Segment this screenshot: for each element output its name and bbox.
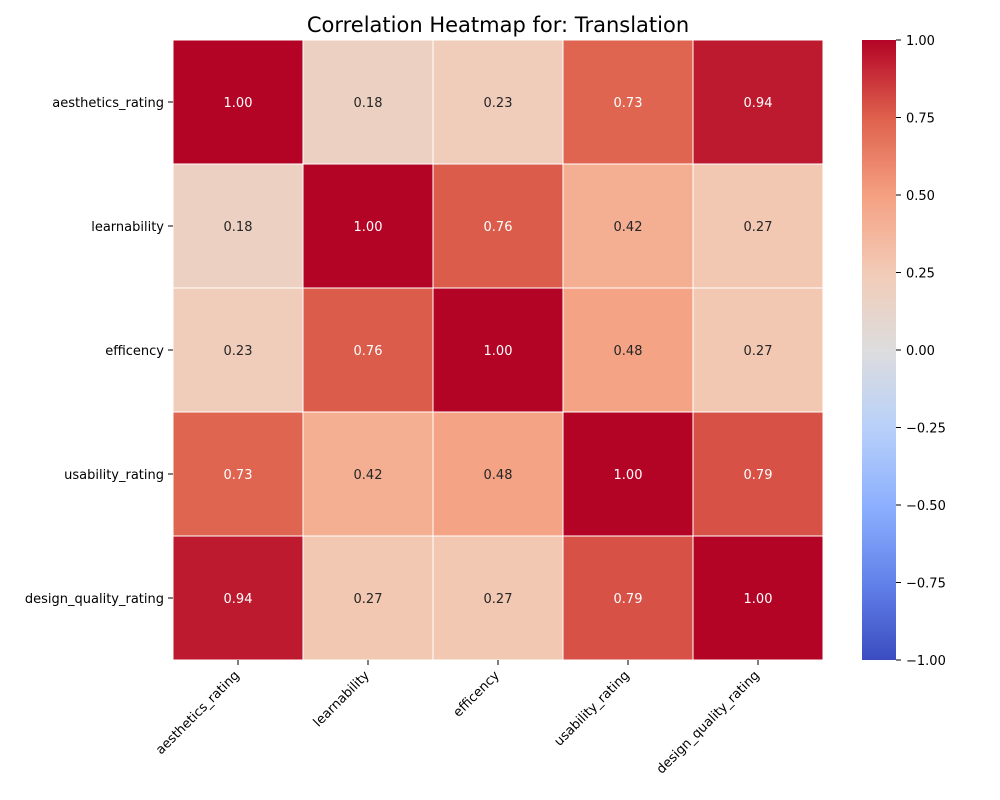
heatmap-cell [302,287,434,413]
cell-value-label: 1.00 [354,220,383,235]
heatmap-cell [302,535,434,661]
cell-value-label: 0.76 [354,344,383,359]
colorbar-tick-label: −0.50 [906,499,946,514]
cell-value-label: 1.00 [744,592,773,607]
colorbar-tick-label: 1.00 [906,34,935,49]
heatmap-cell [172,163,304,289]
colorbar-tick-label: 0.00 [906,344,935,359]
cell-value-label: 0.27 [484,592,513,607]
heatmap-cell [432,163,564,289]
cell-value-label: 1.00 [614,468,643,483]
heatmap-cell [692,411,824,537]
chart-title: Correlation Heatmap for: Translation [307,13,689,37]
heatmap-cell [562,39,694,165]
column-label: aesthetics_rating [153,668,243,758]
cell-value-label: 1.00 [224,96,253,111]
column-label: design_quality_rating [654,668,763,777]
cell-value-label: 0.18 [354,96,383,111]
cell-value-label: 0.23 [224,344,253,359]
cell-value-label: 0.27 [744,220,773,235]
heatmap-cell [692,535,824,661]
colorbar-gradient [862,40,896,660]
row-labels: aesthetics_rating learnability efficency us… [25,96,173,607]
column-label: learnability [311,668,373,730]
heatmap-cells: 1.00 0.18 0.23 0.73 0.94 0.18 1.00 0.76 0.42 0.27… [172,39,824,661]
column-label: efficency [451,668,503,720]
heatmap-cell [302,39,434,165]
heatmap-cell [432,411,564,537]
heatmap-cell [302,411,434,537]
heatmap-cell [692,39,824,165]
colorbar: 1.00 0.75 0.50 0.25 0.00 −0.25 −0.50 −0.75 −1.00 [862,34,946,669]
colorbar-tick-label: 0.50 [906,189,935,204]
heatmap-cell [692,163,824,289]
row-label: efficency [105,344,164,359]
cell-value-label: 0.42 [354,468,383,483]
column-labels: aesthetics_rating learnability efficency us… [153,660,763,777]
row-label: aesthetics_rating [52,96,164,111]
cell-value-label: 0.73 [614,96,643,111]
cell-value-label: 0.23 [484,96,513,111]
heatmap-cell [432,535,564,661]
cell-value-label: 0.42 [614,220,643,235]
cell-value-label: 0.73 [224,468,253,483]
heatmap-cell [562,287,694,413]
colorbar-tick-label: −0.25 [906,422,946,437]
cell-value-label: 0.79 [614,592,643,607]
heatmap-cell [432,287,564,413]
cell-value-label: 0.94 [744,96,773,111]
column-label: usability_rating [552,668,633,749]
row-label: learnability [91,220,164,235]
colorbar-tick-label: 0.25 [906,267,935,282]
colorbar-tick-label: 0.75 [906,112,935,127]
heatmap-cell [432,39,564,165]
cell-value-label: 0.27 [744,344,773,359]
cell-value-label: 0.94 [224,592,253,607]
cell-value-label: 0.76 [484,220,513,235]
colorbar-tick-label: −0.75 [906,577,946,592]
cell-value-label: 0.48 [484,468,513,483]
cell-value-label: 1.00 [484,344,513,359]
cell-value-label: 0.27 [354,592,383,607]
heatmap-cell [172,39,304,165]
colorbar-tick-label: −1.00 [906,654,946,669]
row-label: usability_rating [64,468,164,483]
cell-value-label: 0.18 [224,220,253,235]
row-label: design_quality_rating [25,592,164,607]
heatmap-cell [692,287,824,413]
cell-value-label: 0.48 [614,344,643,359]
cell-value-label: 0.79 [744,468,773,483]
heatmap-cell [172,535,304,661]
heatmap-cell [562,411,694,537]
